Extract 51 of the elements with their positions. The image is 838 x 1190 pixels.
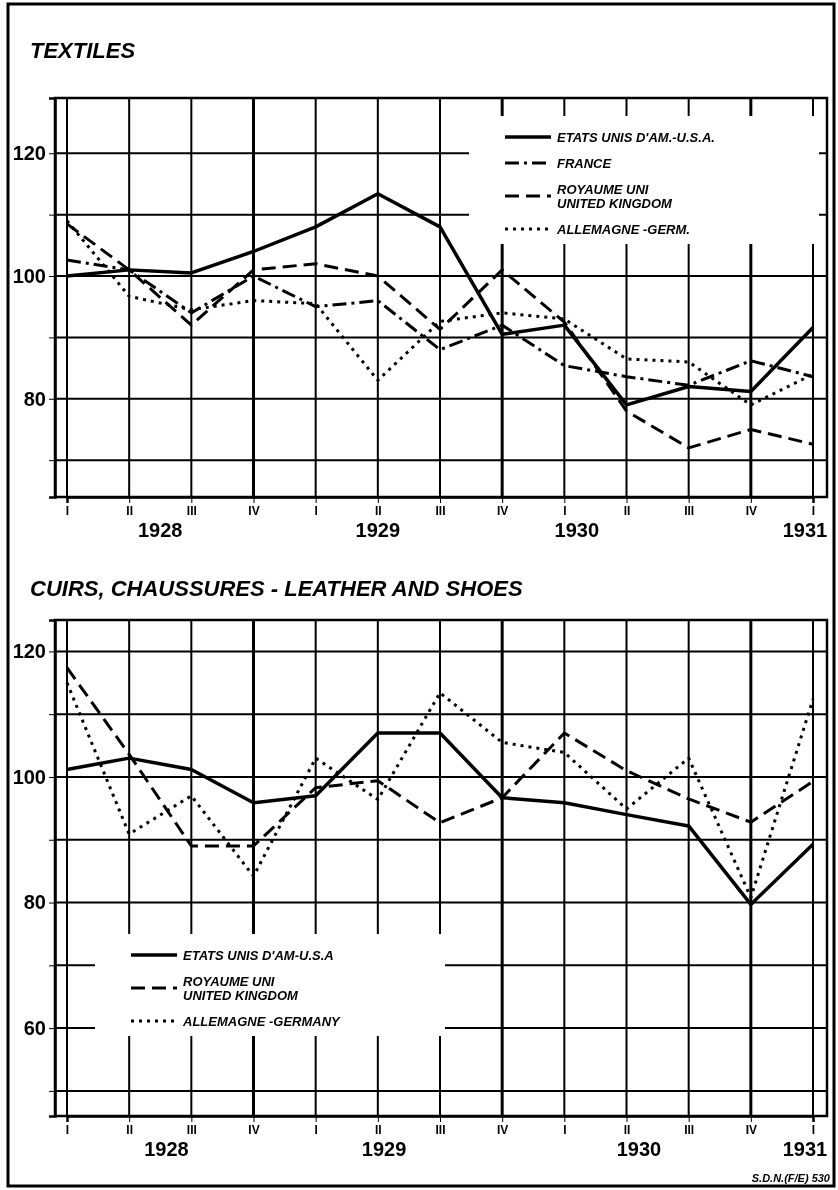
- x-tick-label: I: [314, 503, 318, 518]
- y-tick-label: 120: [12, 142, 46, 165]
- text: 1929: [361, 1138, 407, 1160]
- y-tick-label: 60: [23, 1017, 46, 1039]
- y-tick-label: 100: [12, 765, 46, 788]
- x-tick-label: II: [126, 1122, 133, 1137]
- x-tick-label: I: [563, 1122, 567, 1137]
- x-tick-label: III: [684, 1122, 695, 1137]
- text: 1930: [554, 519, 600, 541]
- legend-label: ETATS UNIS D'AM-U.S.A: [183, 948, 334, 963]
- text: 1931: [782, 519, 828, 541]
- x-tick-label: IV: [248, 1122, 260, 1137]
- text: 1929: [355, 519, 401, 541]
- chart-title: TEXTILES: [30, 38, 136, 63]
- legend-label: ROYAUME UNI UNITED KINGDOM: [183, 974, 299, 1003]
- y-tick-label: 80: [23, 387, 46, 410]
- x-tick-label: I: [314, 1122, 318, 1137]
- x-tick-label: III: [186, 1122, 197, 1137]
- text: S.D.N.(F/E) 530: [751, 1172, 831, 1184]
- legend-label: ETATS UNIS D'AM.-U.S.A.: [557, 130, 715, 145]
- x-tick-label: I: [811, 1122, 816, 1137]
- x-tick-label: IV: [496, 1122, 509, 1137]
- legend-label: FRANCE: [557, 156, 612, 171]
- y-tick-label: 80: [23, 891, 46, 914]
- x-tick-label: IV: [496, 503, 509, 518]
- x-tick-label: III: [186, 503, 197, 518]
- x-tick-label: I: [811, 503, 816, 518]
- chart-title: CUIRS, CHAUSSURES - LEATHER AND SHOES: [30, 576, 523, 601]
- text: 1928: [138, 519, 183, 541]
- y-tick-label: 120: [12, 640, 46, 663]
- x-tick-label: II: [623, 1122, 631, 1137]
- x-tick-label: III: [435, 1122, 446, 1137]
- x-tick-label: I: [65, 503, 70, 518]
- x-tick-label: I: [563, 503, 567, 518]
- x-tick-label: II: [623, 503, 631, 518]
- y-tick-label: 100: [12, 264, 46, 287]
- x-tick-label: II: [375, 503, 382, 518]
- legend-label: ALLEMAGNE -GERM.: [556, 222, 690, 237]
- x-tick-label: IV: [745, 503, 758, 518]
- text: 1928: [144, 1138, 189, 1160]
- x-tick-label: IV: [745, 1122, 758, 1137]
- x-tick-label: II: [375, 1122, 382, 1137]
- x-tick-label: I: [65, 1122, 70, 1137]
- text: 1931: [782, 1138, 828, 1160]
- text: 1930: [616, 1138, 662, 1160]
- legend-label: ALLEMAGNE -GERMANY: [182, 1014, 342, 1029]
- x-tick-label: II: [126, 503, 133, 518]
- x-tick-label: IV: [248, 503, 260, 518]
- legend-label: ROYAUME UNI UNITED KINGDOM: [557, 182, 673, 211]
- x-tick-label: III: [684, 503, 695, 518]
- x-tick-label: III: [435, 503, 446, 518]
